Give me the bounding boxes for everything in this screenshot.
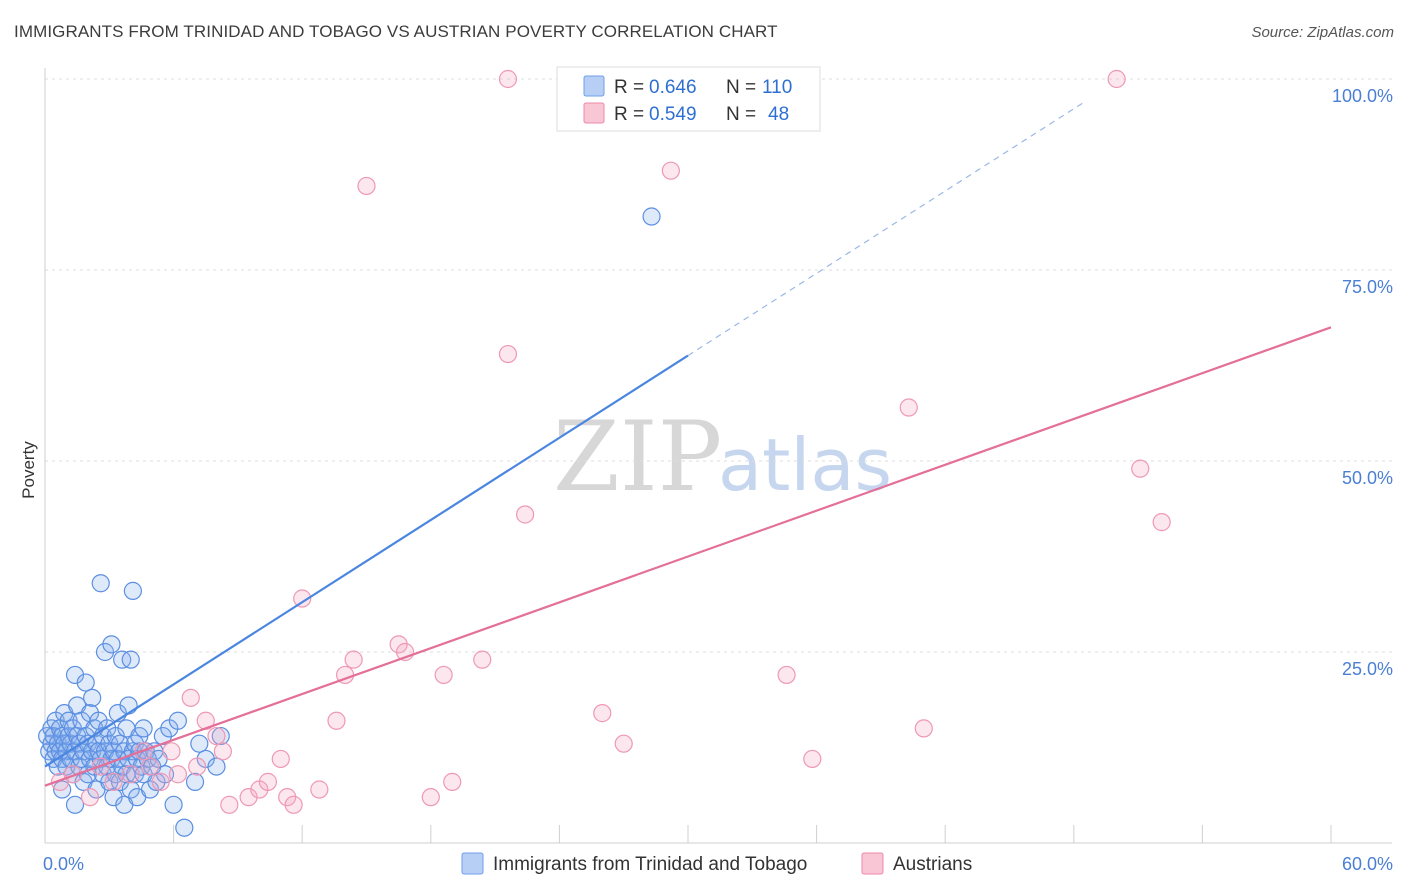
point-austrians <box>473 650 492 669</box>
point-trinidad <box>175 818 194 837</box>
legend-n-value-trinidad: 110 <box>762 77 792 98</box>
y-tick-label: 100.0% <box>1332 86 1393 106</box>
point-trinidad <box>76 673 95 692</box>
point-trinidad <box>211 726 230 746</box>
series-legend: Immigrants from Trinidad and Tobago Aust… <box>461 852 972 875</box>
point-austrians <box>661 161 680 180</box>
point-austrians <box>344 650 363 669</box>
point-austrians <box>168 765 187 784</box>
point-austrians <box>220 795 239 814</box>
point-austrians <box>777 665 796 685</box>
point-austrians <box>421 788 440 807</box>
point-trinidad <box>121 650 140 669</box>
point-austrians <box>293 589 312 608</box>
point-austrians <box>310 780 329 799</box>
point-trinidad <box>185 772 205 791</box>
point-austrians <box>284 795 303 814</box>
point-trinidad <box>95 642 115 662</box>
point-austrians <box>593 704 612 723</box>
grid-lines <box>45 78 1392 653</box>
x-tick-label-max: 60.0% <box>1342 854 1393 874</box>
legend-swatch-austrians <box>583 102 605 124</box>
bottom-legend-label-austrians: Austrians <box>893 854 972 875</box>
point-austrians <box>188 757 207 776</box>
point-austrians <box>614 734 633 753</box>
point-trinidad <box>91 574 110 593</box>
point-austrians <box>498 69 518 89</box>
correlation-legend: R = 0.646 N = 110 R = 0.549 N = 48 <box>556 66 821 132</box>
point-austrians <box>140 757 160 776</box>
point-austrians <box>104 772 123 791</box>
bottom-legend-label-trinidad: Immigrants from Trinidad and Tobago <box>493 854 807 875</box>
point-austrians <box>258 772 278 791</box>
y-tick-label: 50.0% <box>1342 468 1393 488</box>
point-austrians <box>63 765 82 784</box>
chart-title: IMMIGRANTS FROM TRINIDAD AND TOBAGO VS A… <box>14 22 778 41</box>
point-austrians <box>914 719 933 738</box>
point-trinidad <box>83 688 102 707</box>
legend-r-label-austrians: R = <box>614 104 644 125</box>
point-trinidad <box>642 207 661 226</box>
point-austrians <box>327 711 346 730</box>
point-austrians <box>434 665 453 685</box>
point-austrians <box>121 765 140 784</box>
point-austrians <box>213 742 232 761</box>
point-trinidad <box>102 635 121 654</box>
point-austrians <box>278 788 297 807</box>
legend-n-label-trinidad: N = <box>726 77 756 98</box>
point-trinidad <box>123 581 142 600</box>
trend-line-austrians <box>44 326 1332 787</box>
point-trinidad <box>207 757 226 776</box>
point-austrians <box>443 772 462 791</box>
watermark-atlas: atlas <box>718 423 892 507</box>
point-austrians <box>1107 69 1126 89</box>
x-tick-label-min: 0.0% <box>43 854 84 874</box>
point-austrians <box>271 749 290 769</box>
legend-r-value-austrians: 0.549 <box>649 104 697 125</box>
trend-extension-trinidad <box>687 101 1085 357</box>
point-austrians <box>516 505 535 524</box>
y-tick-label: 75.0% <box>1342 277 1393 297</box>
trend-lines <box>44 101 1332 787</box>
point-austrians <box>151 772 170 791</box>
point-austrians <box>389 635 408 654</box>
legend-swatch-trinidad <box>583 75 605 97</box>
y-axis-label: Poverty <box>19 441 38 499</box>
point-trinidad <box>65 795 85 814</box>
trend-line-trinidad <box>44 354 689 768</box>
bottom-legend-swatch-trinidad <box>461 852 484 875</box>
point-trinidad <box>134 719 153 738</box>
legend-n-label-austrians: N = <box>726 104 756 125</box>
axes <box>44 68 1392 844</box>
point-trinidad <box>168 711 187 730</box>
point-austrians <box>1152 513 1171 532</box>
legend-r-value-trinidad: 0.646 <box>649 77 697 98</box>
point-austrians <box>498 344 518 364</box>
source-label: Source: ZipAtlas.com <box>1251 24 1394 41</box>
point-austrians <box>357 176 376 196</box>
legend-r-label-trinidad: R = <box>614 77 644 98</box>
watermark-zip: ZIP <box>553 401 722 513</box>
point-austrians <box>207 726 226 746</box>
y-tick-label: 25.0% <box>1342 659 1393 679</box>
point-austrians <box>899 398 918 417</box>
point-austrians <box>181 688 200 707</box>
point-trinidad <box>119 696 138 715</box>
legend-n-value-austrians: 48 <box>768 104 789 125</box>
point-austrians <box>803 749 822 769</box>
point-austrians <box>162 742 181 761</box>
tick-labels: 25.0% 50.0% 75.0% 100.0% 0.0% 60.0% <box>43 86 1393 874</box>
point-trinidad <box>164 795 183 814</box>
point-trinidad <box>190 734 209 753</box>
point-austrians <box>80 788 100 807</box>
point-austrians <box>1131 459 1150 478</box>
bottom-legend-swatch-austrians <box>861 852 884 875</box>
